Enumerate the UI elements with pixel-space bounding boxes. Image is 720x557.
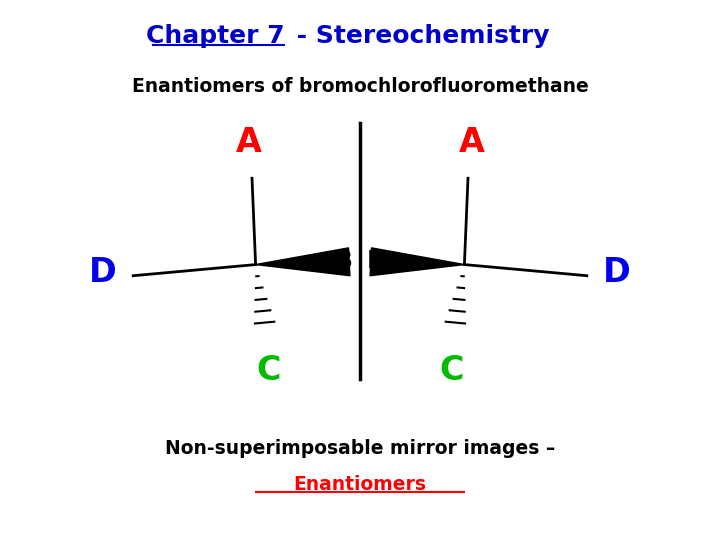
Text: D: D [603, 256, 631, 290]
Text: C: C [256, 354, 281, 387]
Text: Chapter 7: Chapter 7 [145, 24, 284, 48]
Text: Non-superimposable mirror images –: Non-superimposable mirror images – [165, 439, 555, 458]
Text: - Stereochemistry: - Stereochemistry [288, 24, 549, 48]
Text: C: C [439, 354, 464, 387]
Text: B: B [367, 248, 386, 273]
Text: A: A [235, 125, 261, 159]
Text: A: A [459, 125, 485, 159]
Text: Enantiomers: Enantiomers [294, 475, 426, 494]
Text: Enantiomers of bromochlorofluoromethane: Enantiomers of bromochlorofluoromethane [132, 77, 588, 96]
Polygon shape [256, 248, 350, 276]
Text: B: B [334, 248, 353, 273]
Text: D: D [89, 256, 117, 290]
Polygon shape [370, 248, 464, 276]
